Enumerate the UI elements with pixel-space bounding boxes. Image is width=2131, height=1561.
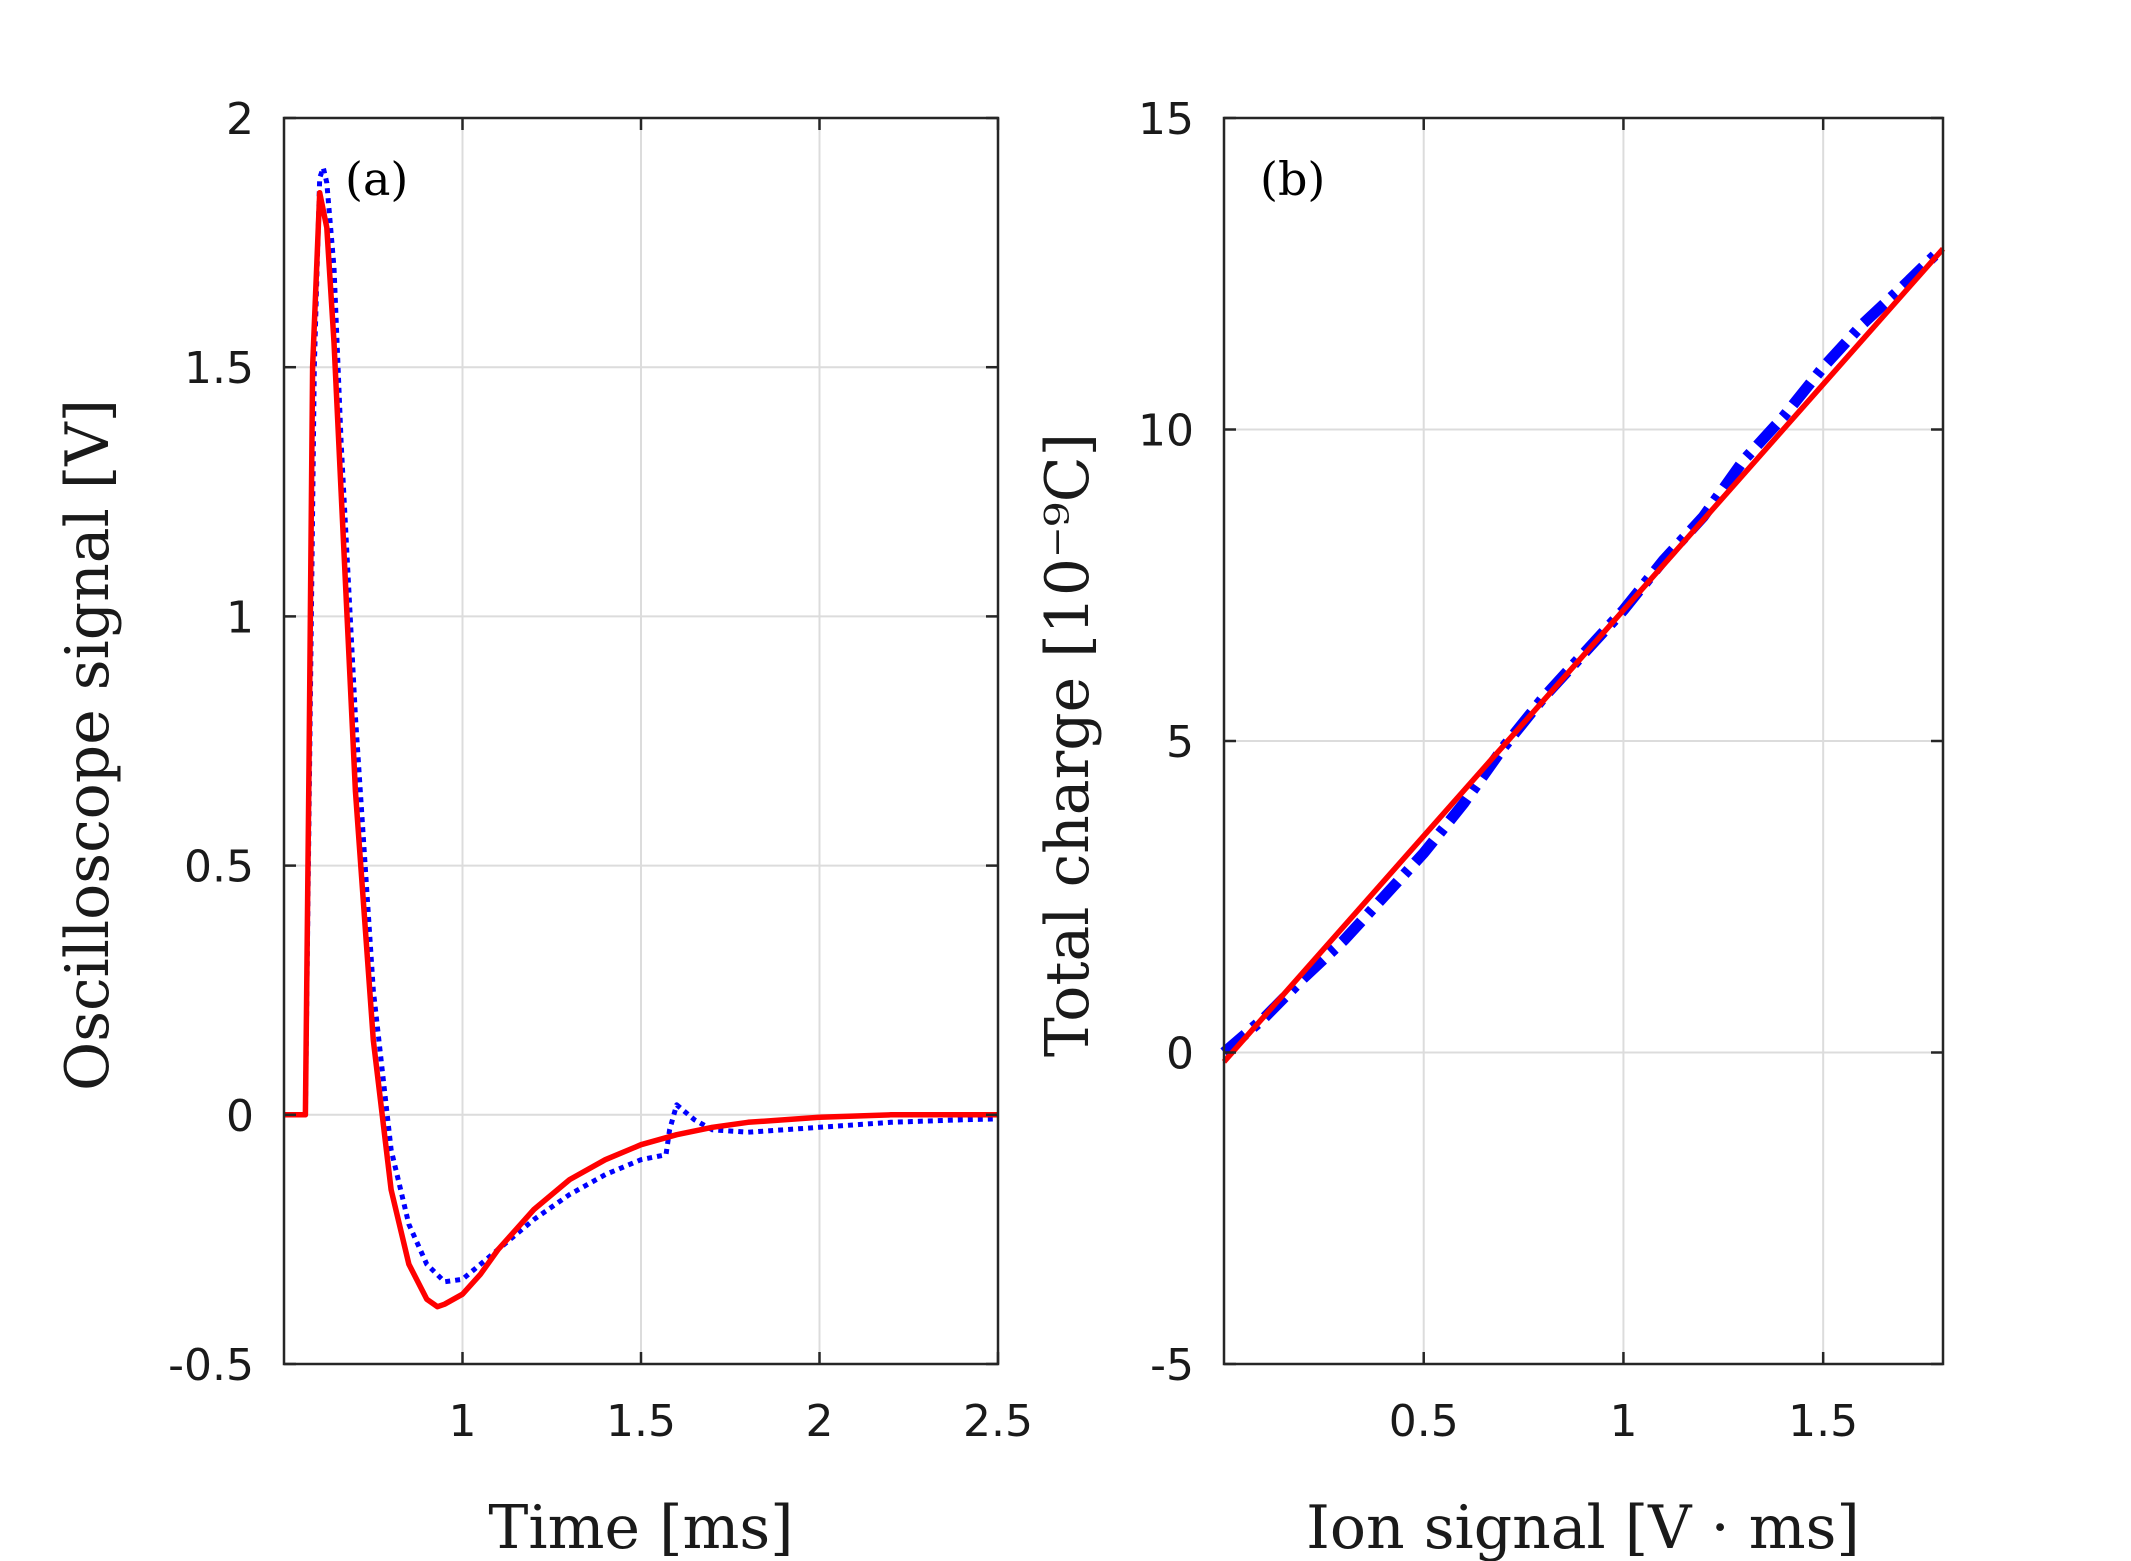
x-tick-label: 1.5	[1788, 1396, 1858, 1447]
x-tick-label: 1	[1609, 1396, 1637, 1447]
y-tick-label: 0.5	[184, 842, 254, 893]
y-tick-label: 2	[226, 94, 254, 145]
y-tick-label: 5	[1166, 717, 1194, 768]
panel-b-series	[1220, 246, 1946, 1064]
panel-b-x-axis-label: Ion signal [V · ms]	[1306, 1493, 1860, 1561]
panel-b-ticks: 0.5 1 1.5 -5 0 5 10 15	[1138, 94, 1943, 1447]
y-tick-label: 15	[1138, 94, 1194, 145]
panel-b-label: (b)	[1260, 152, 1325, 206]
y-tick-label: 1.5	[184, 343, 254, 394]
x-tick-label: 2.5	[963, 1396, 1033, 1447]
series-measured-line	[284, 165, 999, 1285]
panel-a: 1 1.5 2 2.5 -0.5 0 0.5 1 1.5 2 (a) Time [ms] Osci…	[53, 94, 1033, 1561]
y-tick-label: 10	[1138, 406, 1194, 457]
panel-a-label: (a)	[345, 152, 408, 206]
series-fit-line	[284, 190, 998, 1310]
y-tick-label: -5	[1150, 1340, 1194, 1391]
series-measured-line	[1220, 251, 1939, 1057]
x-tick-label: 2	[806, 1396, 834, 1447]
panel-a-x-axis-label: Time [ms]	[488, 1493, 793, 1561]
y-tick-label: 0	[1166, 1029, 1194, 1080]
panel-a-y-axis-label: Oscilloscope signal [V]	[53, 399, 123, 1091]
y-tick-label: -0.5	[168, 1340, 254, 1391]
panel-a-series	[284, 165, 999, 1310]
panel-b-y-axis-label: Total charge [10⁻⁹C]	[1033, 433, 1103, 1057]
series-fit-line	[1221, 246, 1946, 1064]
y-tick-label: 1	[226, 592, 254, 643]
y-tick-label: 0	[226, 1091, 254, 1142]
panel-a-ticks: 1 1.5 2 2.5 -0.5 0 0.5 1 1.5 2	[168, 94, 1033, 1447]
x-tick-label: 1.5	[606, 1396, 676, 1447]
x-tick-label: 1	[449, 1396, 477, 1447]
x-tick-label: 0.5	[1389, 1396, 1459, 1447]
